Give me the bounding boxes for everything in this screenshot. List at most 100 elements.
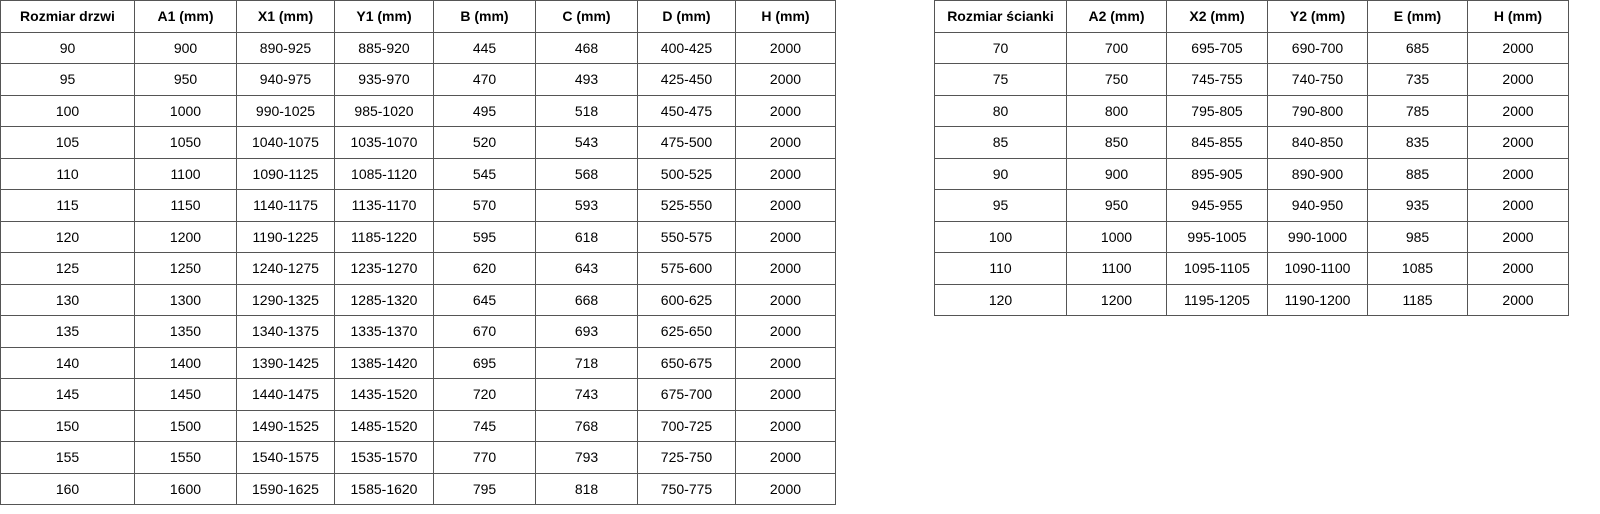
table-cell: 593: [535, 189, 638, 222]
table-cell: 125: [0, 252, 135, 285]
header-row: Rozmiar ścianki A2 (mm) X2 (mm) Y2 (mm) E (m…: [934, 0, 1569, 33]
table-cell: 150: [0, 409, 135, 442]
table-cell: 100: [934, 220, 1067, 253]
table-cell: 935-970: [334, 63, 434, 96]
table-cell: 468: [535, 31, 638, 64]
table-row: 135 1350 1340-1375 1335-1370 670 693 625-650 20…: [0, 315, 836, 348]
table-cell: 1035-1070: [334, 126, 434, 159]
table-cell: 90: [934, 157, 1067, 190]
table-cell: 1090-1125: [236, 157, 335, 190]
table-cell: 990-1025: [236, 94, 335, 127]
table-cell: 2000: [735, 94, 836, 127]
table-cell: 675-700: [637, 378, 736, 411]
table-row: 120 1200 1195-1205 1190-1200 1185 2000: [934, 283, 1569, 316]
table-cell: 2000: [735, 472, 836, 505]
table-cell: 1135-1170: [334, 189, 434, 222]
table-cell: 500-525: [637, 157, 736, 190]
table-cell: 2000: [735, 126, 836, 159]
table-cell: 130: [0, 283, 135, 316]
table-row: 110 1100 1095-1105 1090-1100 1085 2000: [934, 252, 1569, 285]
table-cell: 835: [1367, 126, 1468, 159]
table-cell: 2000: [1467, 94, 1569, 127]
table-cell: 450-475: [637, 94, 736, 127]
table-cell: 885-920: [334, 31, 434, 64]
table-cell: 850: [1066, 126, 1167, 159]
table-cell: 160: [0, 472, 135, 505]
table-cell: 1535-1570: [334, 441, 434, 474]
table-cell: 80: [934, 94, 1067, 127]
table-cell: 1540-1575: [236, 441, 335, 474]
table-cell: 895-905: [1166, 157, 1268, 190]
table-cell: 1000: [1066, 220, 1167, 253]
table-cell: 1440-1475: [236, 378, 335, 411]
table-cell: 693: [535, 315, 638, 348]
table-cell: 995-1005: [1166, 220, 1268, 253]
table-cell: 785: [1367, 94, 1468, 127]
column-header: C (mm): [535, 0, 638, 33]
table-cell: 120: [934, 283, 1067, 316]
table-row: 130 1300 1290-1325 1285-1320 645 668 600-625 20…: [0, 283, 836, 316]
table-cell: 793: [535, 441, 638, 474]
table-cell: 1100: [1066, 252, 1167, 285]
table-cell: 145: [0, 378, 135, 411]
table-cell: 1040-1075: [236, 126, 335, 159]
table-cell: 2000: [1467, 283, 1569, 316]
column-header: Rozmiar drzwi: [0, 0, 135, 33]
table-cell: 445: [433, 31, 536, 64]
table-cell: 2000: [1467, 63, 1569, 96]
column-header: A2 (mm): [1066, 0, 1167, 33]
table-cell: 2000: [735, 283, 836, 316]
column-header: A1 (mm): [134, 0, 237, 33]
table-row: 115 1150 1140-1175 1135-1170 570 593 525-550 20…: [0, 189, 836, 222]
column-header: B (mm): [433, 0, 536, 33]
table-cell: 740-750: [1267, 63, 1368, 96]
table-cell: 1450: [134, 378, 237, 411]
table-cell: 743: [535, 378, 638, 411]
table-cell: 2000: [1467, 157, 1569, 190]
table-cell: 155: [0, 441, 135, 474]
table-cell: 750: [1066, 63, 1167, 96]
table-cell: 425-450: [637, 63, 736, 96]
table-cell: 85: [934, 126, 1067, 159]
table-cell: 1090-1100: [1267, 252, 1368, 285]
table-cell: 135: [0, 315, 135, 348]
table-row: 150 1500 1490-1525 1485-1520 745 768 700-725 20…: [0, 409, 836, 442]
table-cell: 2000: [735, 220, 836, 253]
table-cell: 475-500: [637, 126, 736, 159]
table-cell: 790-800: [1267, 94, 1368, 127]
table-cell: 750-775: [637, 472, 736, 505]
table-cell: 1200: [134, 220, 237, 253]
table-cell: 935: [1367, 189, 1468, 222]
table-cell: 818: [535, 472, 638, 505]
table-cell: 595: [433, 220, 536, 253]
table-cell: 100: [0, 94, 135, 127]
table-cell: 110: [0, 157, 135, 190]
header-row: Rozmiar drzwi A1 (mm) X1 (mm) Y1 (mm) B (mm)…: [0, 0, 836, 33]
table-cell: 1600: [134, 472, 237, 505]
table-cell: 745: [433, 409, 536, 442]
table-cell: 1095-1105: [1166, 252, 1268, 285]
table-cell: 645: [433, 283, 536, 316]
table-cell: 725-750: [637, 441, 736, 474]
table-cell: 1250: [134, 252, 237, 285]
table-cell: 1185-1220: [334, 220, 434, 253]
table-cell: 2000: [735, 157, 836, 190]
table-row: 110 1100 1090-1125 1085-1120 545 568 500-525 20…: [0, 157, 836, 190]
table-cell: 493: [535, 63, 638, 96]
table-cell: 890-925: [236, 31, 335, 64]
table-cell: 890-900: [1267, 157, 1368, 190]
table-cell: 885: [1367, 157, 1468, 190]
table-cell: 1350: [134, 315, 237, 348]
table-cell: 1485-1520: [334, 409, 434, 442]
table-cell: 1100: [134, 157, 237, 190]
table-cell: 700: [1066, 31, 1167, 64]
table-cell: 900: [1066, 157, 1167, 190]
table-cell: 1050: [134, 126, 237, 159]
table-cell: 600-625: [637, 283, 736, 316]
table-cell: 618: [535, 220, 638, 253]
table-cell: 1285-1320: [334, 283, 434, 316]
table-cell: 2000: [735, 378, 836, 411]
table-cell: 668: [535, 283, 638, 316]
table-cell: 140: [0, 346, 135, 379]
table-cell: 845-855: [1166, 126, 1268, 159]
